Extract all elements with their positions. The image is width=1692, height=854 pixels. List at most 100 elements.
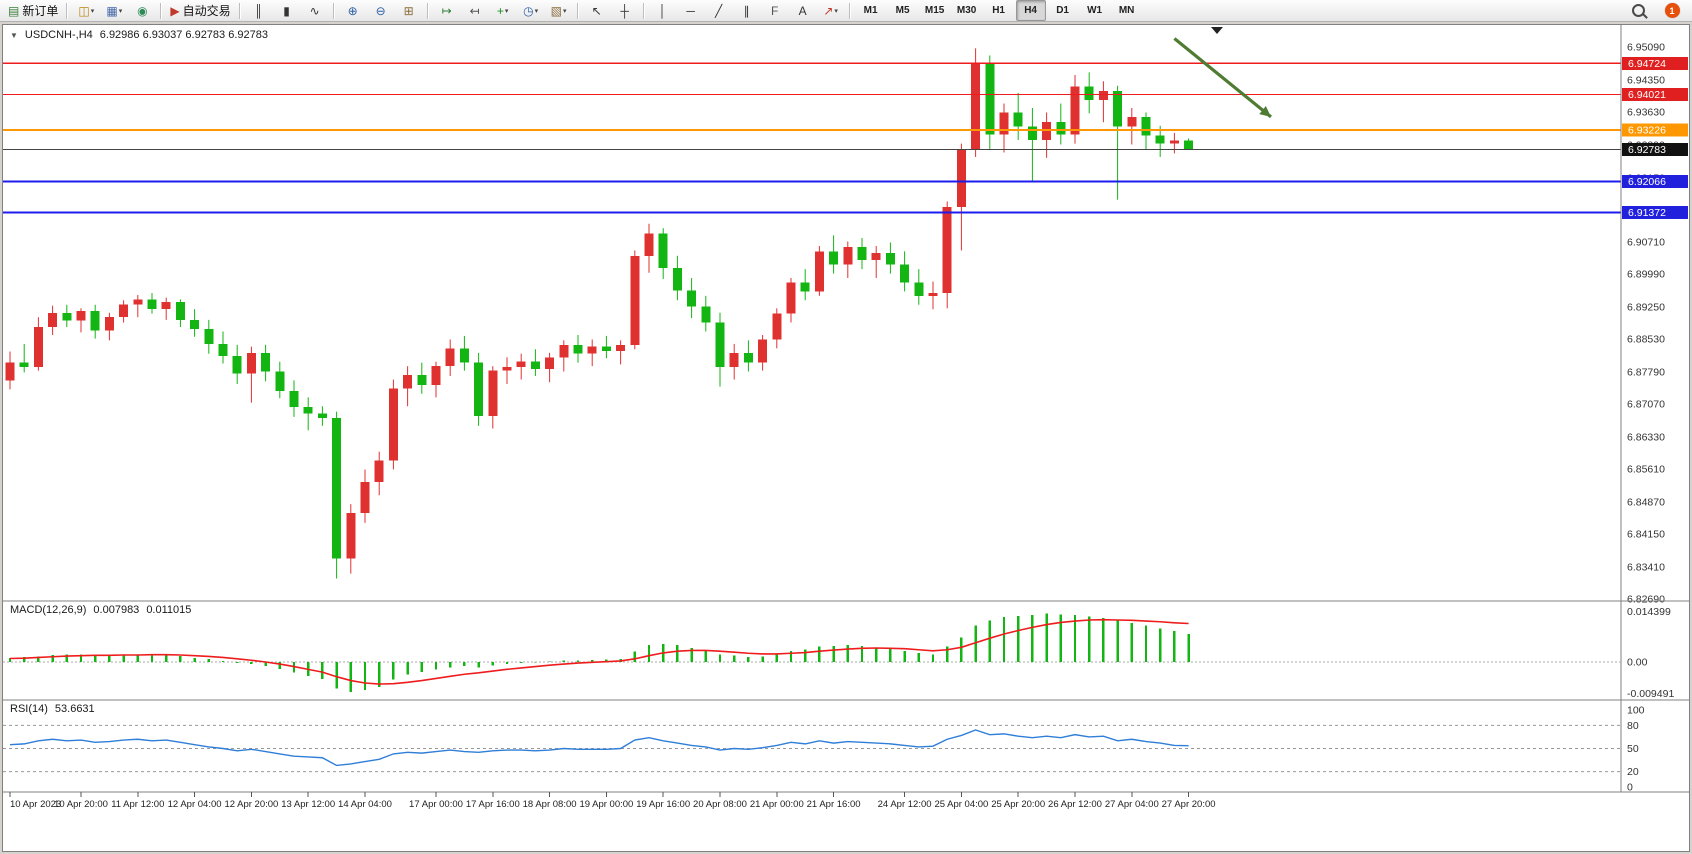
candle-body: [218, 343, 228, 356]
price-tick-label: 6.94350: [1627, 74, 1665, 86]
price-badge: [1622, 123, 1688, 137]
toolbar-separator: [576, 2, 579, 19]
horizontal-line-button[interactable]: ─: [678, 0, 704, 21]
candle-body: [204, 328, 214, 344]
line-chart-button[interactable]: ∿: [302, 0, 328, 21]
profiles-button[interactable]: ▦ ▾: [101, 0, 127, 21]
price-tick-label: 6.86330: [1627, 431, 1665, 443]
tile-windows-button[interactable]: ⊞: [396, 0, 422, 21]
candle-body: [644, 233, 654, 256]
timeframe-h1-button[interactable]: H1: [992, 5, 1005, 16]
chart-shift-marker[interactable]: [1211, 27, 1223, 34]
new-order-button[interactable]: ▤ 新订单: [5, 0, 61, 21]
indicators-icon: +: [496, 3, 504, 18]
candle-body: [985, 63, 995, 135]
autotrading-icon: ▶: [170, 3, 180, 18]
candle-body: [1056, 122, 1066, 135]
new-order-icon: ▤: [8, 3, 20, 18]
timeframe-m5-button[interactable]: M5: [895, 5, 910, 16]
chart-window: 6.950906.943506.936306.928906.921506.914…: [2, 24, 1690, 852]
rsi-level-label: 0: [1627, 782, 1633, 794]
candle-body: [1013, 112, 1023, 127]
indicators-button[interactable]: + ▾: [490, 0, 516, 21]
toolbar-separator: [160, 2, 163, 19]
templates-icon: ▧: [550, 3, 563, 18]
trendline-icon: ╱: [714, 3, 723, 18]
auto-scroll-button[interactable]: ↦: [434, 0, 460, 21]
price-tick-label: 6.87790: [1627, 366, 1665, 378]
bar-chart-button[interactable]: ║: [246, 0, 272, 21]
price-tick-label: 6.88530: [1627, 334, 1665, 346]
periods-button[interactable]: ◷ ▾: [518, 0, 544, 21]
candle-body: [900, 264, 910, 283]
metaeditor-icon: ◉: [137, 3, 148, 18]
trend-arrow[interactable]: [1173, 37, 1272, 119]
toolbar-separator: [426, 2, 429, 19]
timeframe-h4-button[interactable]: H4: [1015, 0, 1046, 21]
timeframe-m30-button[interactable]: M30: [956, 5, 977, 16]
crosshair-button[interactable]: ┼: [612, 0, 638, 21]
arrows-button[interactable]: ↗ ▾: [818, 0, 844, 21]
one-click-trading-toggle[interactable]: ▼: [10, 30, 18, 40]
autotrading-button[interactable]: ▶ 自动交易: [167, 0, 233, 21]
time-label: 17 Apr 00:00: [409, 799, 463, 810]
candle-body: [133, 299, 143, 305]
timeframe-m15-button[interactable]: M15: [924, 5, 945, 16]
candle-body: [76, 310, 86, 321]
templates-button[interactable]: ▧ ▾: [546, 0, 572, 21]
candle-body: [829, 251, 839, 265]
time-label: 17 Apr 16:00: [466, 799, 520, 810]
chart-shift-icon: ↤: [469, 3, 480, 18]
time-label: 26 Apr 12:00: [1048, 799, 1102, 810]
chart-canvas[interactable]: 6.950906.943506.936306.928906.921506.914…: [3, 25, 1689, 851]
candle-body: [999, 112, 1009, 135]
candle-body: [616, 344, 626, 352]
candlestick-chart-button[interactable]: ▮: [274, 0, 300, 21]
timeframe-w1-button[interactable]: W1: [1087, 5, 1103, 16]
time-label: 18 Apr 08:00: [523, 799, 577, 810]
arrows-icon: ↗: [823, 3, 834, 18]
rsi-level-label: 50: [1627, 743, 1639, 755]
price-tick-label: 6.84870: [1627, 496, 1665, 508]
price-badge-label: 6.94021: [1628, 89, 1666, 101]
periods-icon: ◷: [523, 3, 534, 18]
time-label: 25 Apr 20:00: [991, 799, 1045, 810]
candle-body: [701, 306, 711, 323]
metaeditor-button[interactable]: ◉: [129, 0, 155, 21]
channel-button[interactable]: ∥: [734, 0, 760, 21]
bar-chart-icon: ║: [254, 3, 263, 18]
candle-body: [346, 513, 356, 559]
cursor-button[interactable]: ↖: [584, 0, 610, 21]
candle-body: [516, 361, 526, 368]
price-badge: [1622, 88, 1688, 102]
macd-scale-label: -0.009491: [1627, 688, 1674, 700]
text-button[interactable]: A: [790, 0, 816, 21]
timeframe-mn-button[interactable]: MN: [1118, 5, 1135, 16]
trendline-button[interactable]: ╱: [706, 0, 732, 21]
macd-scale-label: 0.014399: [1627, 606, 1671, 618]
vertical-line-button[interactable]: │: [650, 0, 676, 21]
crosshair-icon: ┼: [620, 3, 629, 18]
time-label: 11 Apr 12:00: [111, 799, 164, 810]
dropdown-caret-icon: ▾: [563, 7, 567, 15]
notifications-button[interactable]: 1: [1659, 0, 1685, 21]
toolbar-separator: [848, 2, 851, 19]
candle-body: [885, 253, 895, 265]
candle-body: [303, 407, 313, 414]
timeframe-d1-button[interactable]: D1: [1056, 5, 1069, 16]
zoom-out-button[interactable]: ⊖: [368, 0, 394, 21]
trend-arrow-head[interactable]: [1259, 106, 1271, 117]
toolbar-button-label: 新订单: [22, 4, 59, 18]
chart-shift-button[interactable]: ↤: [462, 0, 488, 21]
timeframe-m1-button[interactable]: M1: [863, 5, 878, 16]
candle-body: [190, 319, 200, 329]
price-badge-label: 6.92066: [1628, 176, 1666, 188]
fibonacci-button[interactable]: F: [762, 0, 788, 21]
time-label: 21 Apr 00:00: [750, 799, 804, 810]
candle-body: [814, 251, 824, 292]
new-chart-button[interactable]: ◫ ▾: [73, 0, 99, 21]
zoom-in-button[interactable]: ⊕: [340, 0, 366, 21]
search-button[interactable]: [1625, 0, 1651, 21]
time-label: 19 Apr 00:00: [579, 799, 633, 810]
candle-body: [928, 293, 938, 296]
